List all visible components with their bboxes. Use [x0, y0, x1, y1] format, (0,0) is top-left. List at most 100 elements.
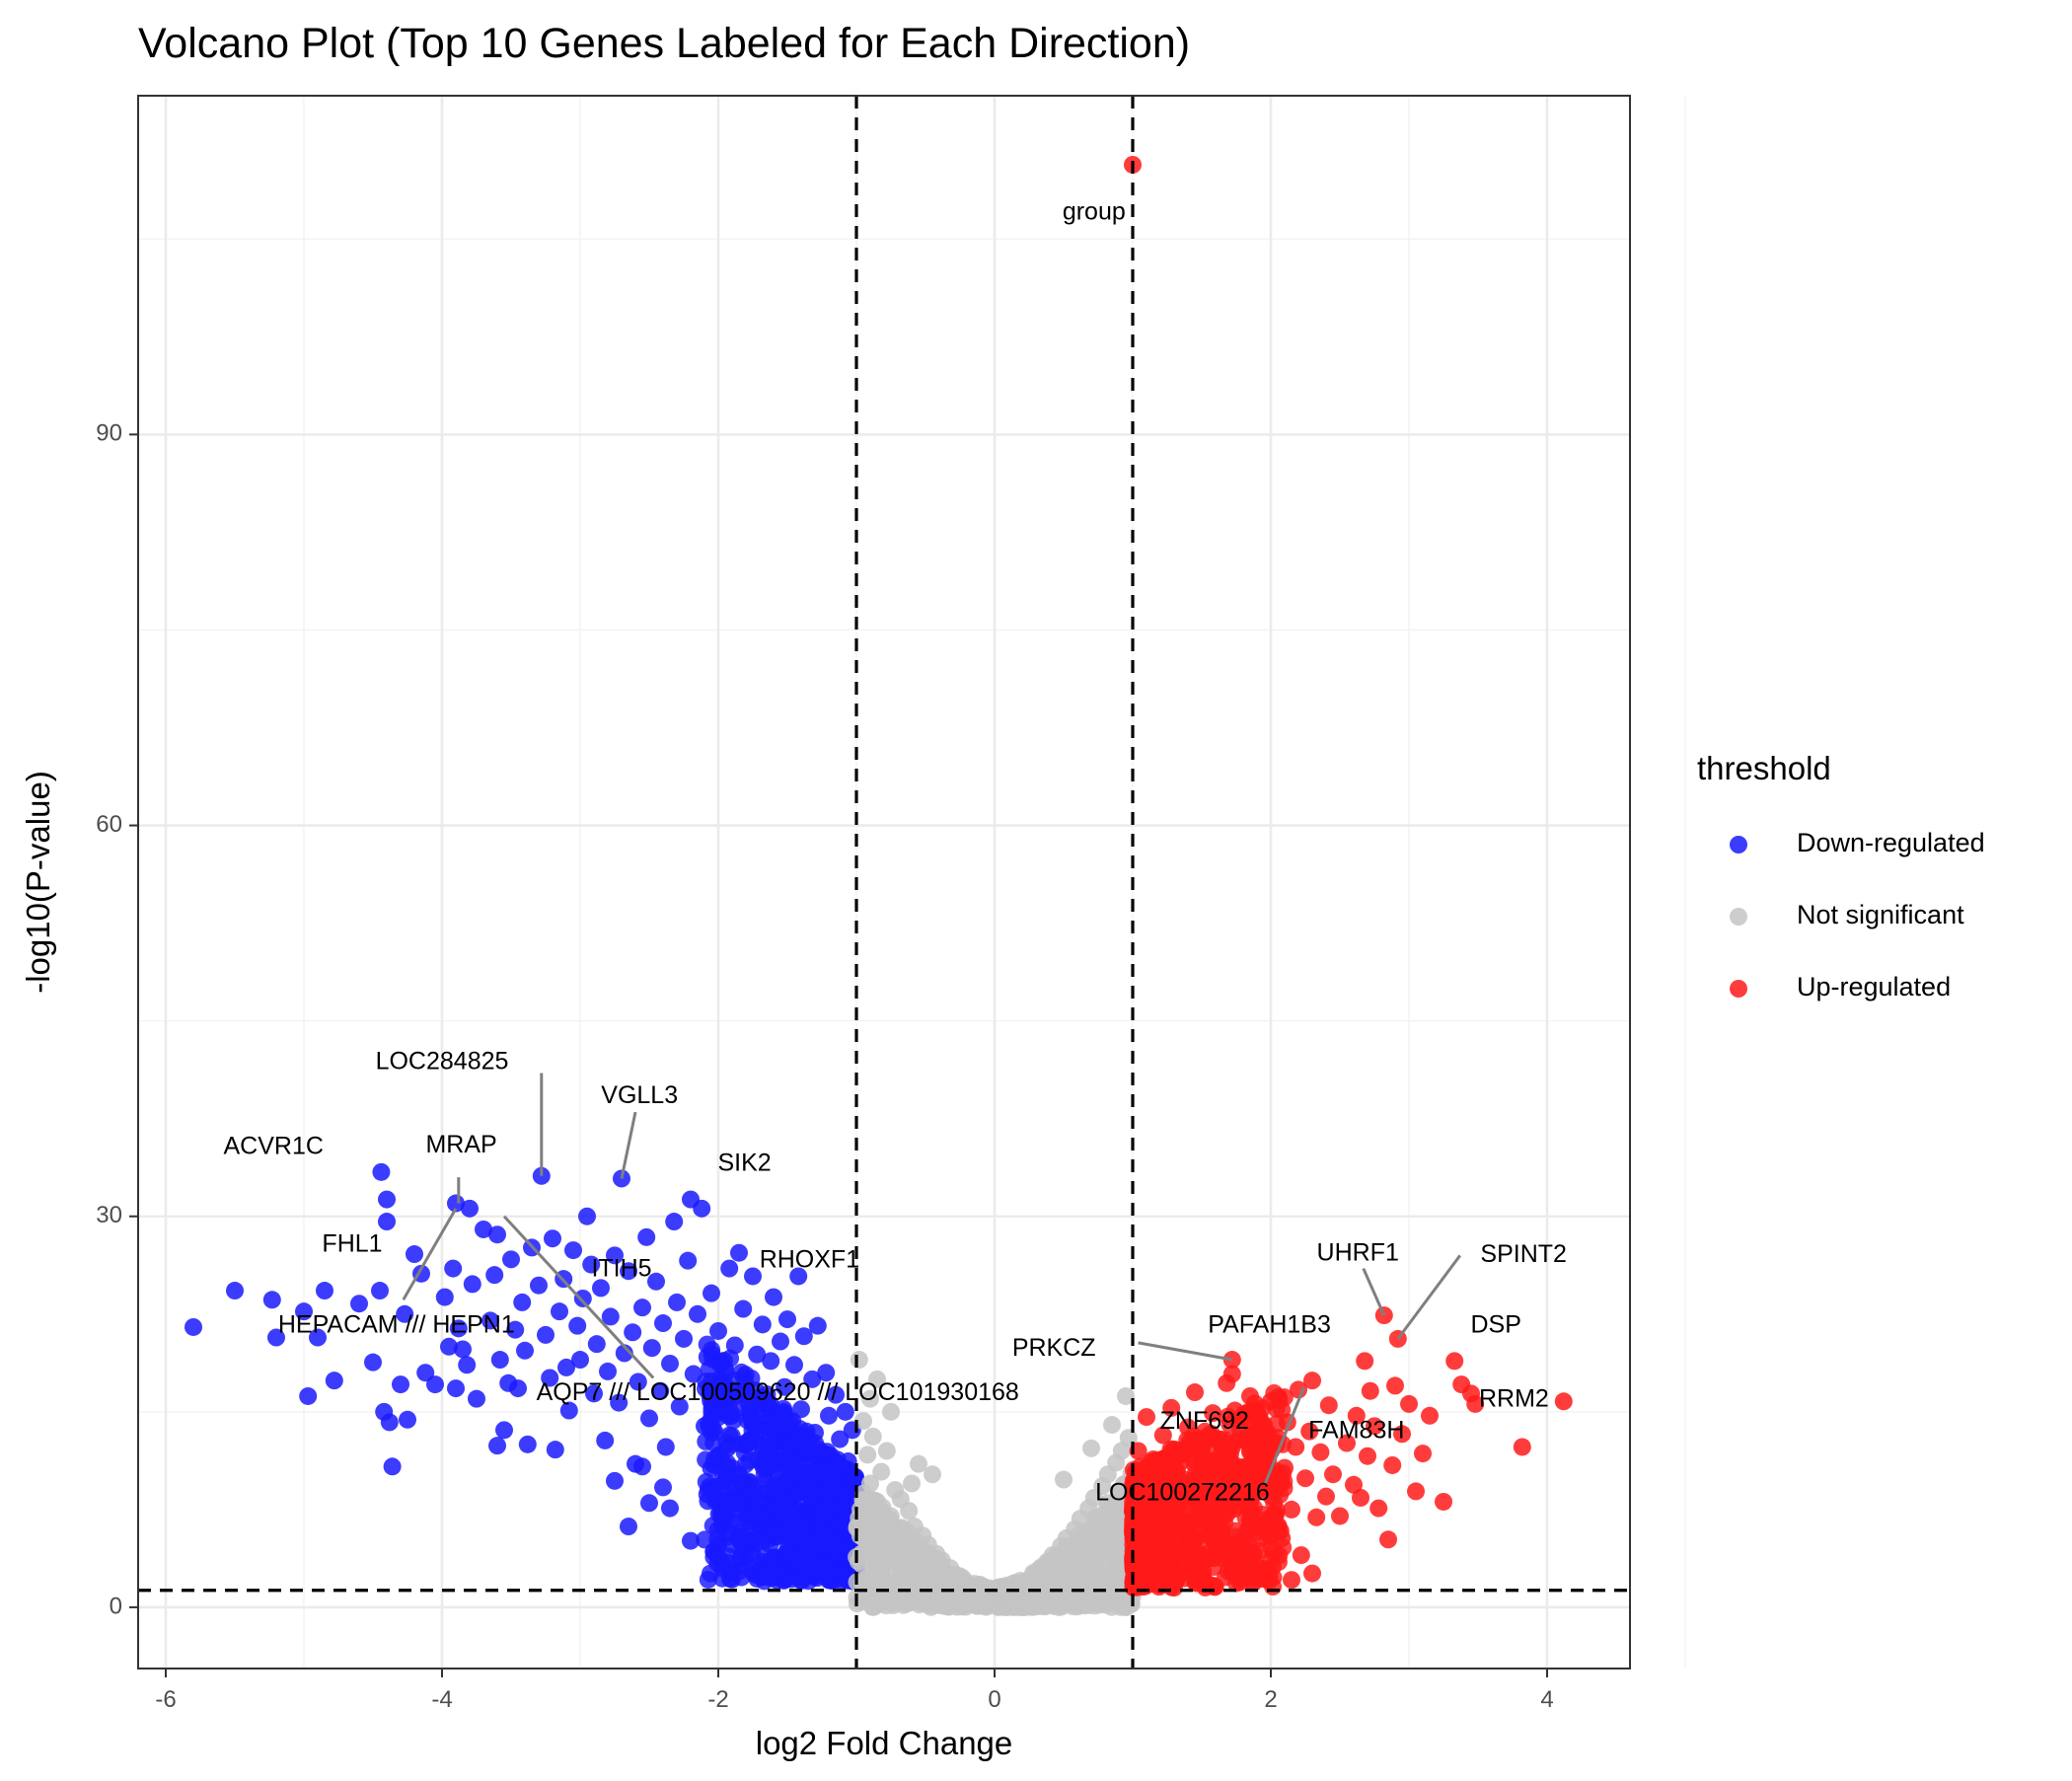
data-point [689, 1304, 706, 1323]
plot-panel-border [137, 95, 1631, 1670]
data-point [640, 1494, 658, 1513]
data-point [624, 1323, 642, 1342]
data-point [509, 1379, 527, 1398]
data-point [706, 1388, 725, 1407]
data-point [792, 1571, 811, 1590]
data-point [468, 1389, 485, 1408]
data-point [1303, 1372, 1321, 1390]
data-point [587, 1335, 606, 1354]
series-down-regulated [185, 1162, 865, 1591]
data-point [1262, 1551, 1280, 1570]
data-point [854, 1412, 872, 1431]
data-point [530, 1276, 548, 1295]
data-point [1311, 1443, 1330, 1461]
data-point [325, 1372, 343, 1390]
data-point [716, 1360, 734, 1378]
data-point [642, 1339, 661, 1358]
data-point [654, 1314, 672, 1333]
data-point [803, 1370, 822, 1388]
data-point [647, 1272, 665, 1291]
data-point [762, 1352, 780, 1371]
data-point [1200, 1461, 1218, 1480]
data-point [1414, 1445, 1432, 1463]
data-point [725, 1336, 744, 1355]
data-point [846, 1469, 864, 1488]
y-tick-label: 90 [96, 420, 122, 447]
data-point [599, 1362, 617, 1380]
data-point [893, 1556, 912, 1575]
data-point [1153, 1426, 1172, 1445]
data-point [806, 1557, 824, 1576]
y-axis-title: -log10(P-value) [20, 771, 56, 994]
series-not-significant [848, 1351, 1142, 1616]
data-point [1300, 1422, 1319, 1441]
x-axis-title: log2 Fold Change [756, 1725, 1013, 1761]
y-tick-label: 0 [110, 1593, 122, 1619]
label-leader-line [1362, 1267, 1386, 1316]
data-point [396, 1304, 414, 1323]
data-point [371, 1282, 389, 1300]
data-point [1338, 1434, 1356, 1452]
data-point [620, 1518, 637, 1536]
x-tick-label: 2 [1264, 1686, 1277, 1713]
y-tick-label: 60 [96, 811, 122, 838]
label-leader-line [620, 1111, 637, 1179]
data-point [1236, 1466, 1255, 1485]
data-point [485, 1266, 504, 1285]
data-point [1283, 1571, 1300, 1590]
data-point [378, 1190, 396, 1209]
data-point [295, 1302, 313, 1321]
data-point [834, 1486, 851, 1505]
data-point [808, 1316, 827, 1335]
data-point [1195, 1551, 1214, 1570]
data-point [447, 1379, 465, 1398]
data-point [703, 1372, 721, 1390]
legend-entry-label: Not significant [1797, 900, 1964, 929]
data-point [718, 1527, 737, 1546]
legend: threshold Down-regulated Not significant U… [1697, 750, 1985, 1002]
data-point [1356, 1352, 1374, 1371]
data-point [490, 1351, 509, 1370]
data-point [777, 1569, 795, 1588]
data-point [751, 1394, 769, 1413]
data-point [778, 1540, 796, 1559]
data-point [495, 1421, 513, 1440]
data-point [711, 1448, 730, 1467]
gene-label: FHL1 [322, 1229, 382, 1257]
label-leader-line [402, 1208, 458, 1301]
data-point [601, 1307, 620, 1326]
data-point [1231, 1421, 1250, 1440]
data-point [813, 1508, 831, 1526]
data-point [1287, 1438, 1305, 1456]
data-point [440, 1337, 458, 1356]
data-point [869, 1553, 888, 1572]
data-point [785, 1510, 803, 1528]
data-point [1466, 1394, 1485, 1413]
data-point [730, 1515, 748, 1533]
data-point [513, 1293, 532, 1311]
data-point [1554, 1392, 1573, 1411]
data-point [1393, 1425, 1411, 1444]
data-point [481, 1311, 499, 1330]
gene-label: PRKCZ [1012, 1334, 1096, 1362]
gene-label: FAM83H [1308, 1416, 1404, 1444]
series-up-regulated [1124, 155, 1573, 1597]
data-point [1146, 1527, 1164, 1546]
data-point [799, 1474, 817, 1493]
data-point [780, 1439, 799, 1457]
data-point [1165, 1491, 1183, 1510]
data-point [262, 1291, 281, 1309]
data-point [1058, 1592, 1076, 1610]
data-point [1241, 1386, 1259, 1405]
data-point [461, 1199, 479, 1218]
data-point [449, 1319, 468, 1338]
data-point [1179, 1418, 1197, 1437]
data-point [696, 1530, 714, 1549]
data-point [668, 1293, 686, 1311]
data-point [665, 1213, 684, 1231]
data-point [742, 1410, 761, 1429]
data-point [1221, 1454, 1238, 1473]
data-point [785, 1356, 803, 1374]
data-point [399, 1410, 416, 1429]
